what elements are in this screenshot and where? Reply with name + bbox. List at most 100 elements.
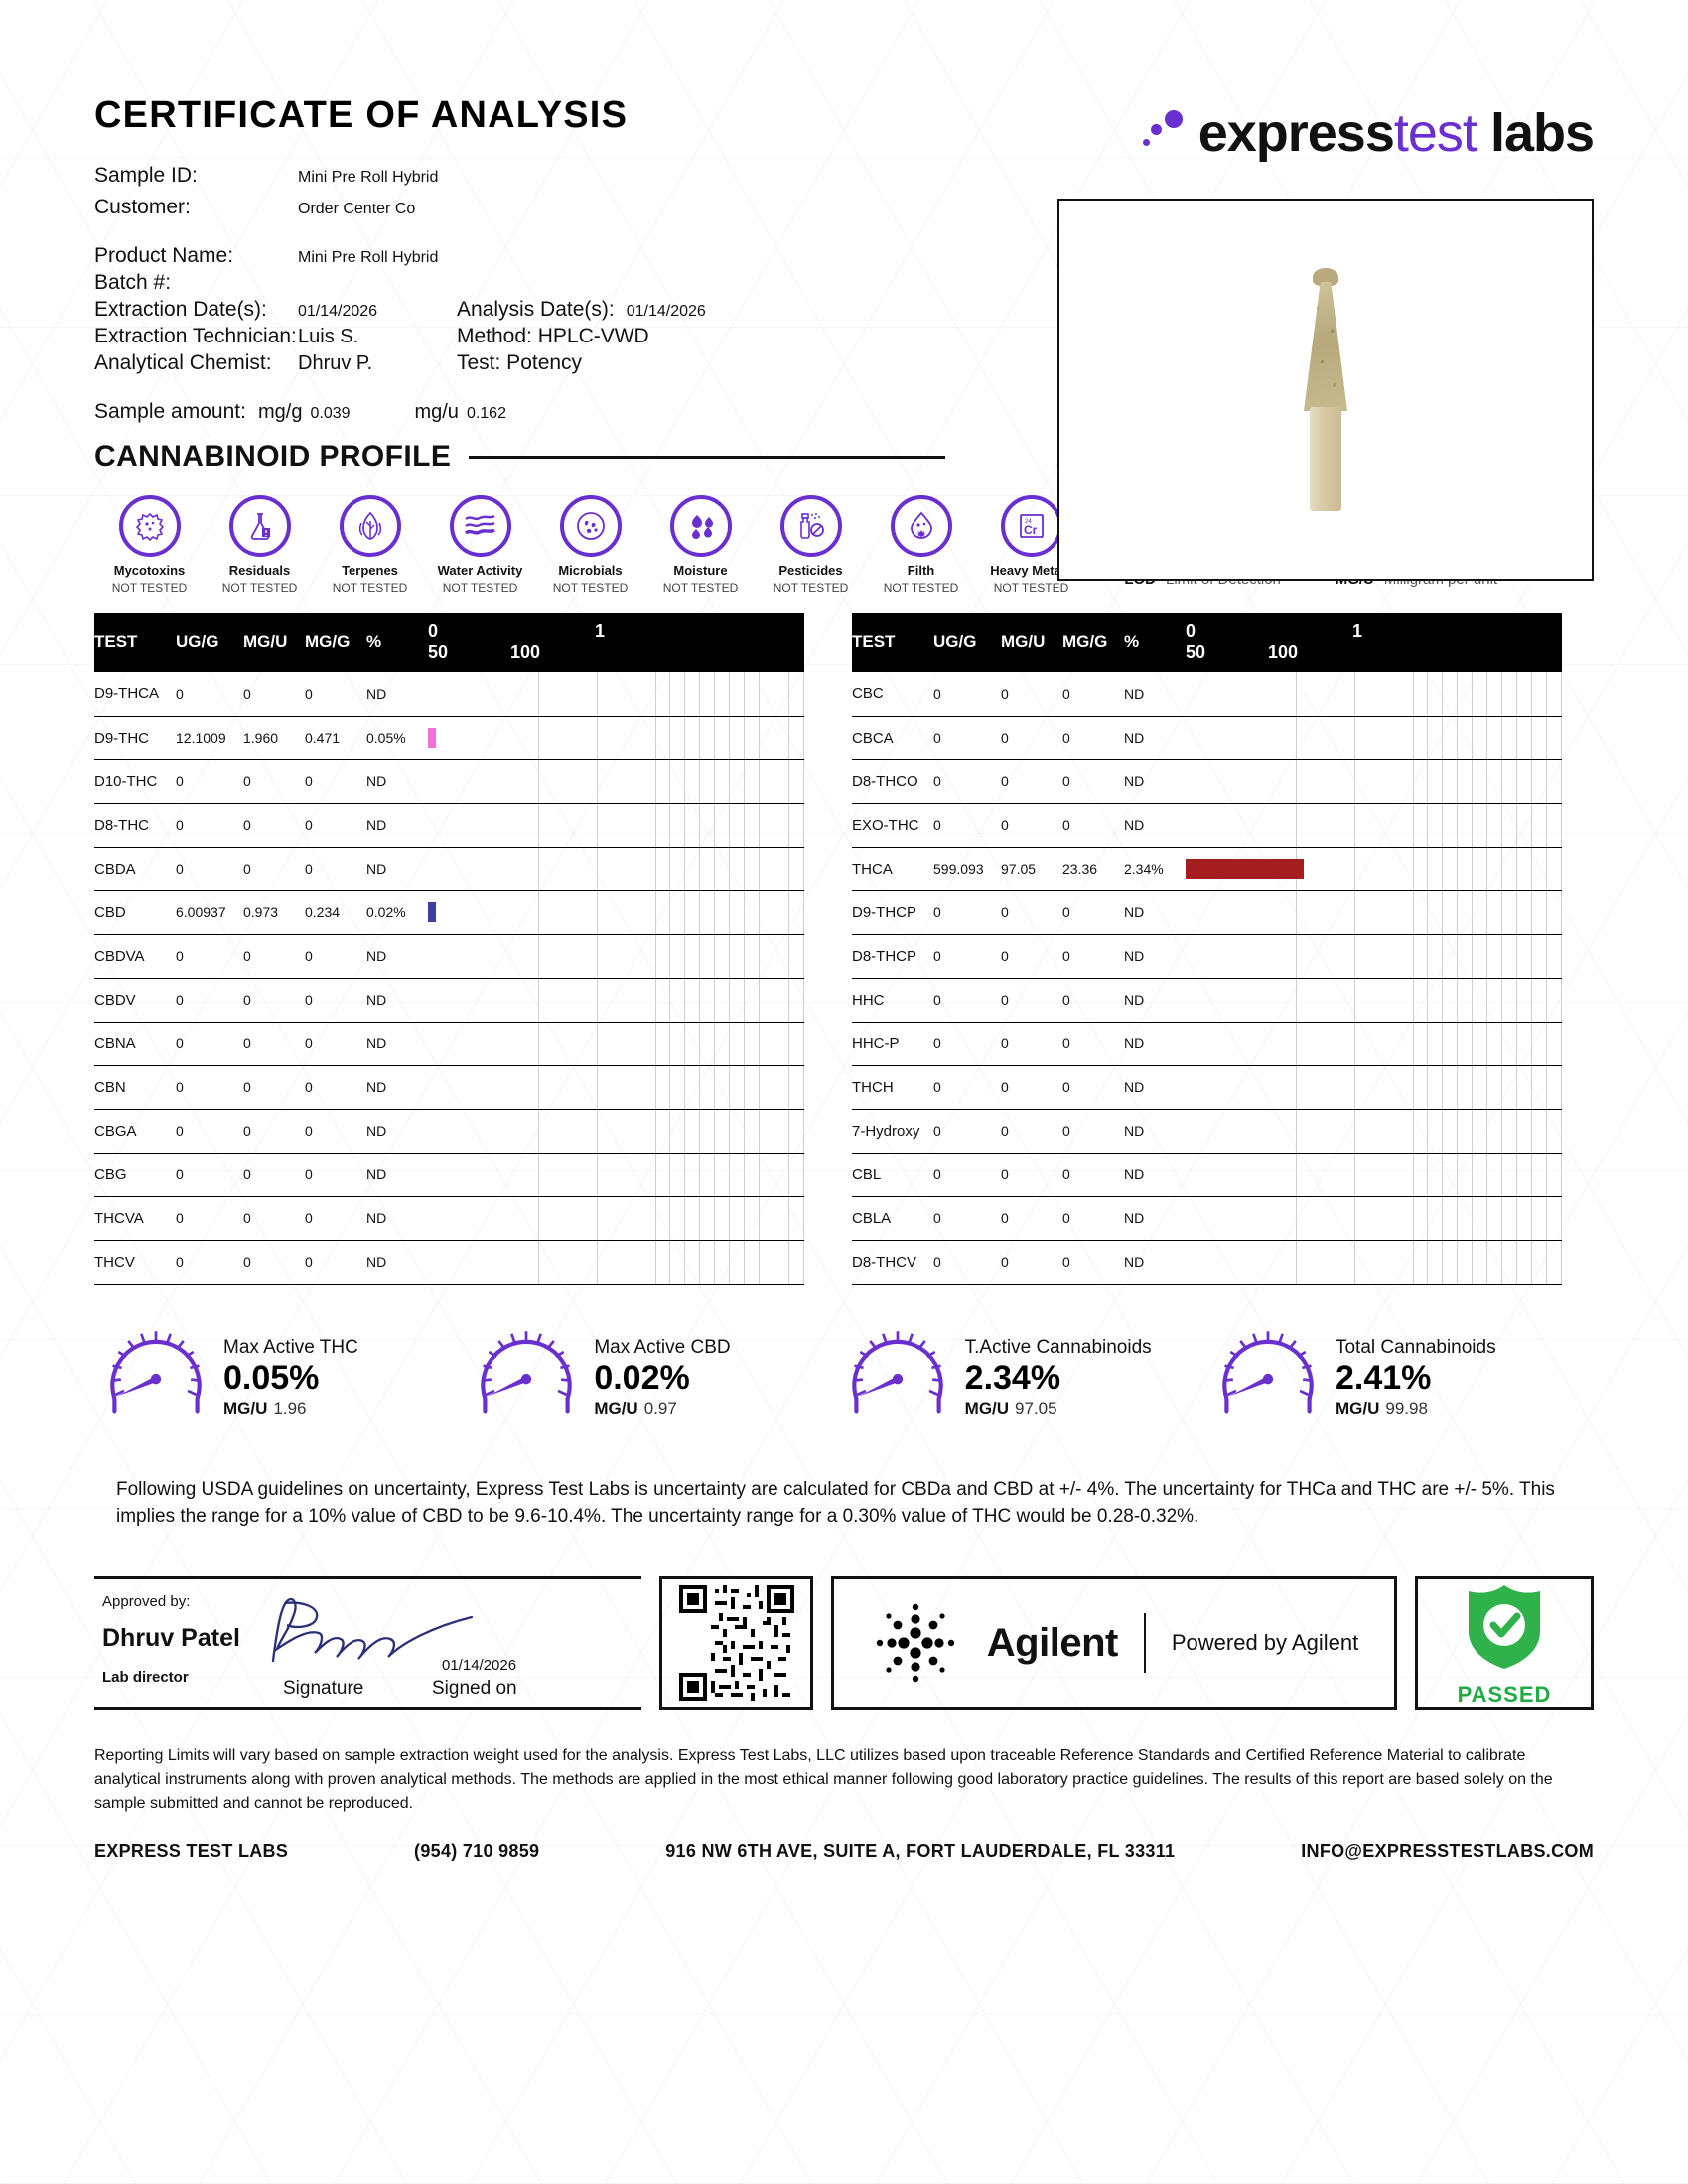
cell-ugg: 0: [933, 759, 1001, 804]
bar-gridlines: [1186, 1065, 1563, 1109]
cell-mgu: 0: [1001, 1022, 1062, 1066]
cell-mgg: 0: [305, 847, 366, 891]
bar-gridlines: [428, 1065, 805, 1109]
cell-ugg: 0: [176, 1109, 243, 1154]
approver-name: Dhruv Patel: [102, 1623, 240, 1652]
uncertainty-statement: Following USDA guidelines on uncertainty…: [116, 1478, 1555, 1528]
cell-ugg: 0: [176, 759, 243, 804]
cell-bar: [1186, 1196, 1563, 1241]
product-photo: [1057, 199, 1594, 581]
cell-ugg: 0: [176, 934, 243, 979]
cell-mgu: 0: [243, 1240, 305, 1285]
cell-mgu: 0: [1001, 1153, 1062, 1197]
cell-test: D8-THCO: [852, 759, 933, 804]
gauge-3: Total Cannabinoids 2.41% MG/U 99.98: [1216, 1324, 1584, 1433]
cell-ugg: 0: [176, 847, 243, 891]
residuals-flask-icon: [228, 495, 291, 557]
table-row: D9-THCA 0 0 0 ND: [94, 672, 805, 717]
table-body-left: D9-THCA 0 0 0 ND D9-THC 12.1009 1.960 0.471 0.05%…: [94, 672, 805, 1285]
bar-gridlines: [428, 716, 805, 759]
th-pct: %: [366, 613, 428, 672]
bar-gridlines: [1186, 716, 1563, 759]
bar-gridlines: [1186, 1109, 1563, 1153]
cell-mgu: 0: [1001, 934, 1062, 979]
gauge-unit: MG/U 99.98: [1335, 1398, 1428, 1418]
footer-email: INFO@EXPRESSTESTLABS.COM: [1301, 1841, 1594, 1861]
gauge-dial-icon: [104, 1324, 208, 1433]
cell-bar: [1186, 1109, 1563, 1154]
meta-row-batch: Batch #:: [94, 271, 1594, 295]
footer-company: EXPRESS TEST LABS: [94, 1841, 289, 1861]
sample-amount-label: Sample amount:: [94, 400, 246, 423]
extraction-technician-label: Extraction Technician:: [94, 325, 297, 347]
analytical-chemist-value: Dhruv P.: [298, 352, 373, 374]
cell-ugg: 0: [176, 1022, 243, 1066]
product-name-value: Mini Pre Roll Hybrid: [298, 249, 439, 266]
table-row: HHC 0 0 0 ND: [852, 978, 1563, 1023]
cell-ugg: 12.1009: [176, 716, 243, 760]
gauge-2: T.Active Cannabinoids 2.34% MG/U 97.05: [846, 1324, 1213, 1433]
bar-gridlines: [1186, 672, 1563, 716]
table-row: CBL 0 0 0 ND: [852, 1153, 1563, 1197]
cell-pct: ND: [366, 1109, 428, 1154]
cell-test: CBDA: [94, 847, 176, 891]
brand-part-labs: labs: [1489, 103, 1595, 163]
gauge-value: 0.05%: [223, 1359, 320, 1398]
cell-mgg: 0: [305, 672, 366, 717]
cell-mgu: 0: [1001, 1065, 1062, 1110]
cell-pct: ND: [366, 1065, 428, 1110]
cell-pct: ND: [366, 934, 428, 979]
passed-label: PASSED: [1457, 1681, 1552, 1706]
cell-bar: [428, 1240, 805, 1285]
cell-pct: ND: [366, 672, 428, 717]
cell-mgu: 0: [243, 1109, 305, 1154]
cell-mgu: 0: [243, 1196, 305, 1241]
cannabinoid-tables: TEST UG/G MG/U MG/G % 0 150 100 D9-THCA 0 0 0…: [94, 613, 1594, 1285]
test-icon-pesticides: Pesticides NOT TESTED: [756, 495, 866, 595]
cell-mgg: 0: [1062, 1065, 1124, 1110]
table-row: THCVA 0 0 0 ND: [94, 1196, 805, 1241]
table-row: CBNA 0 0 0 ND: [94, 1022, 805, 1066]
cell-pct: ND: [366, 759, 428, 804]
cell-test: HHC-P: [852, 1022, 933, 1066]
table-row: EXO-THC 0 0 0 ND: [852, 803, 1563, 848]
th-pct: %: [1124, 613, 1186, 672]
bar-gridlines: [1186, 890, 1563, 934]
cell-test: THCH: [852, 1065, 933, 1110]
th-ugg: UG/G: [176, 613, 243, 672]
scale-tick-100: 100: [1268, 642, 1299, 662]
bar-gridlines: [428, 1022, 805, 1065]
method-label: Method: HPLC-VWD: [457, 325, 649, 347]
cell-mgg: 0: [1062, 890, 1124, 935]
test-icon-filth: Filth NOT TESTED: [866, 495, 976, 595]
cell-mgg: 0: [1062, 759, 1124, 804]
table-row: 7-Hydroxy 0 0 0 ND: [852, 1109, 1563, 1154]
table-body-right: CBC 0 0 0 ND CBCA 0 0 0 ND D8-THCO 0 0 0 ND EXO-THC 0 0 0 N…: [852, 672, 1563, 1285]
cell-ugg: 6.00937: [176, 890, 243, 935]
gauge-dial-icon: [846, 1324, 949, 1433]
scale-tick-100: 100: [510, 642, 541, 662]
terpenes-leaf-icon: [339, 495, 401, 557]
summary-gauges: Max Active THC 0.05% MG/U 1.96 Max Active…: [94, 1324, 1594, 1433]
cell-test: THCA: [852, 847, 933, 891]
cell-bar: [428, 978, 805, 1023]
sample-mgu-label: mg/u: [414, 401, 459, 423]
customer-value: Order Center Co: [298, 201, 416, 217]
cell-bar: [1186, 759, 1563, 804]
bar-gridlines: [428, 890, 805, 934]
cell-ugg: 0: [933, 716, 1001, 760]
cell-ugg: 0: [933, 672, 1001, 717]
cell-test: D9-THC: [94, 716, 176, 760]
moisture-droplets-icon: [669, 495, 732, 557]
scale-tick-0: 0: [428, 621, 439, 641]
table-row: D8-THCV 0 0 0 ND: [852, 1240, 1563, 1285]
cell-pct: 0.02%: [366, 890, 428, 935]
cell-mgu: 0: [1001, 1109, 1062, 1154]
cell-mgg: 0: [305, 1196, 366, 1241]
cell-ugg: 599.093: [933, 847, 1001, 891]
gauge-0: Max Active THC 0.05% MG/U 1.96: [104, 1324, 472, 1433]
cell-ugg: 0: [933, 934, 1001, 979]
bar-gridlines: [1186, 978, 1563, 1022]
cell-mgu: 0: [243, 672, 305, 717]
qr-code[interactable]: [659, 1575, 813, 1710]
